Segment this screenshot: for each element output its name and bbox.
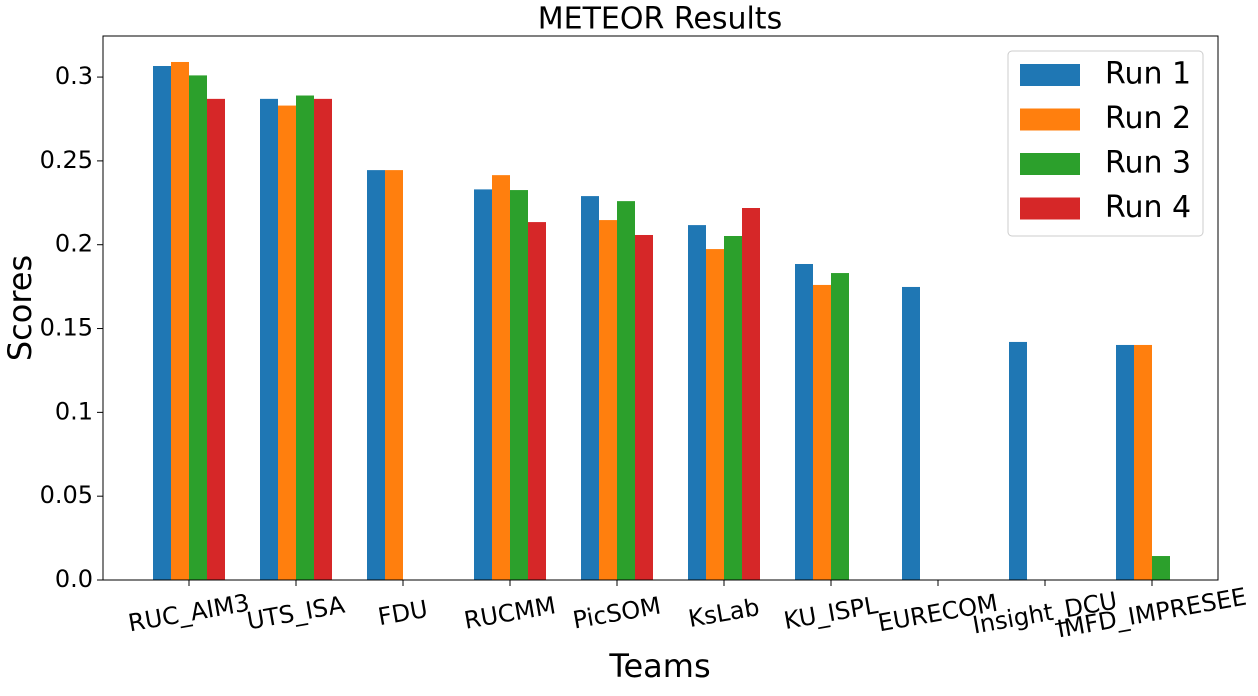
x-tick-label: UTS_ISA (245, 591, 348, 636)
x-tick-label: RUCMM (462, 591, 558, 635)
bar (902, 286, 920, 580)
plot-frame (102, 35, 1219, 581)
bar (528, 222, 546, 581)
bar (492, 175, 510, 580)
y-axis-label: Scores (1, 255, 39, 361)
y-tick-label: 0.2 (55, 230, 93, 258)
bar (742, 208, 760, 581)
bar (314, 98, 332, 581)
legend-label: Run 2 (1105, 101, 1191, 136)
bar (617, 201, 635, 581)
bar (706, 249, 724, 580)
y-tick-label: 0.15 (40, 314, 93, 342)
x-axis-label: Teams (608, 647, 710, 685)
bar (831, 273, 849, 580)
bar (813, 284, 831, 580)
bar (385, 170, 403, 581)
y-tick-label: 0.3 (55, 62, 93, 90)
bar (1152, 556, 1170, 580)
legend-swatch (1020, 108, 1080, 131)
bar (688, 225, 706, 580)
bar (581, 196, 599, 580)
legend-swatch (1020, 153, 1080, 175)
bar (153, 66, 171, 581)
legend-label: Run 3 (1105, 146, 1191, 181)
x-tick-label: FDU (376, 595, 430, 631)
bar (635, 234, 653, 580)
legend-swatch (1020, 197, 1080, 220)
bar (795, 263, 813, 580)
bar (1116, 344, 1134, 580)
bar (171, 61, 189, 580)
bar (278, 105, 296, 580)
bar (296, 95, 314, 581)
x-tick-label: RUC_AIM3 (126, 589, 251, 638)
bar (599, 220, 617, 581)
bar (260, 98, 278, 581)
x-tick-label: PicSOM (571, 592, 663, 635)
bar (510, 190, 528, 580)
bar (1009, 341, 1027, 580)
bar (1134, 344, 1152, 580)
y-tick-label: 0.05 (40, 481, 93, 509)
bar (724, 235, 742, 580)
bar (474, 189, 492, 580)
legend-swatch (1020, 64, 1080, 86)
legend-box (1007, 50, 1204, 237)
bar (207, 98, 225, 581)
legend-label: Run 1 (1105, 57, 1191, 92)
y-tick-label: 0.1 (55, 397, 93, 425)
y-tick-label: 0.25 (40, 146, 93, 174)
x-tick-label: KU_ISPL (782, 591, 881, 635)
legend-label: Run 4 (1105, 190, 1191, 225)
bar (367, 170, 385, 581)
y-tick-label: 0.0 (55, 565, 93, 593)
x-tick-label: KsLab (686, 593, 761, 633)
bar (189, 75, 207, 580)
chart-title: METEOR Results (538, 2, 782, 37)
